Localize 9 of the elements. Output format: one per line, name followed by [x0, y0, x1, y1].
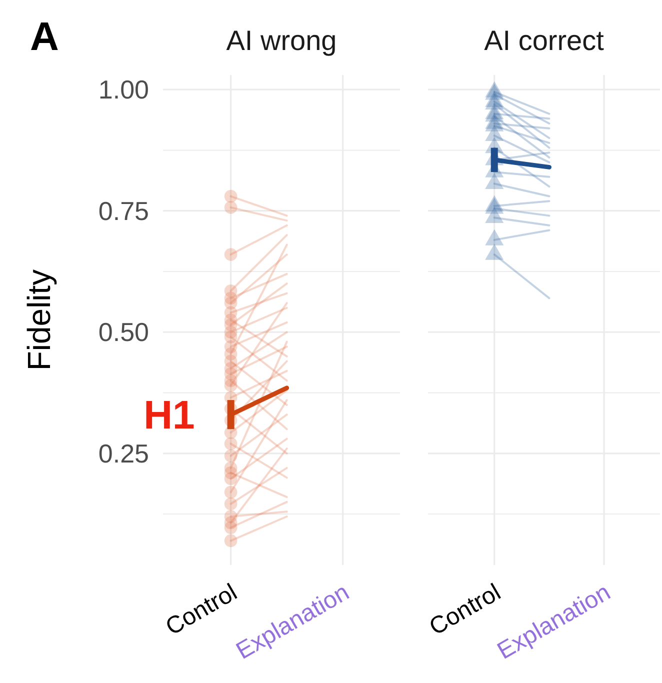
annotation: H1: [144, 394, 195, 438]
y-tick-label: 0.75: [98, 196, 149, 226]
text: A: [30, 15, 59, 59]
y-axis-title: Fidelity: [21, 269, 57, 371]
y-tick-label: 1.00: [98, 74, 149, 105]
chart-title: AI correct: [484, 25, 604, 56]
y-tick-label: 0.50: [98, 317, 149, 348]
y-tick-label: 0.25: [98, 438, 149, 469]
chart-title: AI wrong: [226, 25, 337, 56]
